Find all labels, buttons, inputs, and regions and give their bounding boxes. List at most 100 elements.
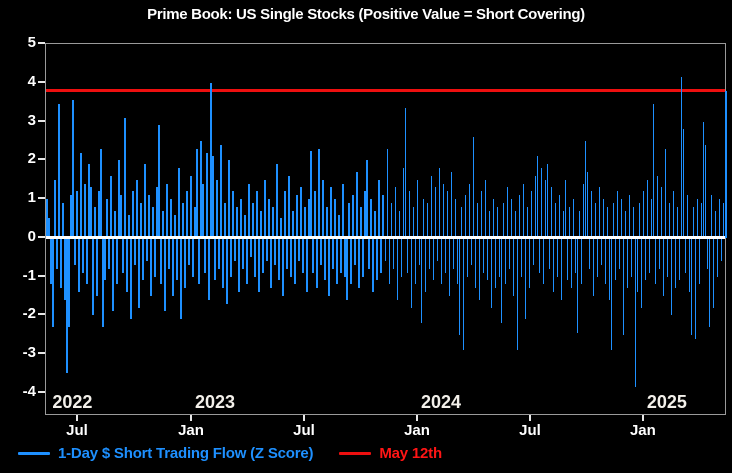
bar <box>460 206 463 238</box>
bar <box>246 237 248 285</box>
bar <box>476 202 479 238</box>
bar <box>652 104 655 238</box>
x-tick-label: Jul <box>519 422 541 439</box>
bar <box>228 160 230 238</box>
bar <box>182 202 184 238</box>
bar <box>210 82 212 238</box>
bar <box>354 237 356 265</box>
bar <box>340 237 342 273</box>
bar <box>160 237 162 285</box>
bar <box>336 237 338 285</box>
bar <box>640 237 643 308</box>
bar <box>544 179 547 238</box>
bar <box>498 237 501 277</box>
bar <box>725 90 727 238</box>
bar <box>644 237 647 281</box>
y-tick-label: 0 <box>27 227 36 245</box>
bar <box>500 237 503 323</box>
bar <box>296 195 298 238</box>
bar <box>64 237 66 300</box>
bar <box>110 175 112 238</box>
y-tick-mark <box>38 119 45 122</box>
bar <box>512 237 515 296</box>
bar <box>564 179 567 238</box>
bar <box>488 210 491 238</box>
bar <box>624 210 627 238</box>
y-tick-mark <box>38 158 45 161</box>
bar <box>216 179 218 238</box>
bar <box>470 237 473 265</box>
bar <box>280 218 282 238</box>
bar <box>510 199 513 238</box>
bar <box>236 206 238 238</box>
bar <box>618 237 621 269</box>
x-tick-mark <box>76 415 78 421</box>
bar <box>140 202 142 238</box>
bar <box>480 191 483 238</box>
bar <box>704 144 707 238</box>
bar <box>162 210 164 238</box>
bar <box>370 199 372 238</box>
x-tick-label: Jan <box>178 422 204 439</box>
bar <box>318 148 320 238</box>
bar <box>52 237 54 327</box>
bar <box>540 168 543 238</box>
bar <box>596 237 599 277</box>
bar <box>124 117 126 238</box>
bar <box>90 187 92 238</box>
bar <box>514 210 517 238</box>
bar <box>148 195 150 238</box>
bar <box>276 164 278 238</box>
bar <box>446 191 449 238</box>
bar <box>700 202 703 238</box>
legend: 1-Day $ Short Trading Flow (Z Score) May… <box>18 445 442 462</box>
bar <box>310 150 312 238</box>
bar <box>314 191 316 238</box>
bar <box>122 237 124 273</box>
bar <box>222 237 224 289</box>
bar <box>342 183 344 238</box>
bar <box>240 199 242 238</box>
bar <box>82 237 84 273</box>
bar <box>482 237 485 273</box>
bar <box>478 237 481 300</box>
bar <box>180 237 182 320</box>
bar <box>648 237 651 273</box>
bar <box>472 137 475 238</box>
bar <box>294 237 296 285</box>
bar <box>692 206 695 238</box>
x-tick-label: Jul <box>66 422 88 439</box>
bar <box>548 237 551 269</box>
bar <box>316 237 318 289</box>
bar <box>490 237 493 308</box>
bar <box>436 237 439 261</box>
legend-item-may12: May 12th <box>339 445 442 462</box>
bar <box>220 144 222 238</box>
bar <box>302 237 304 273</box>
bar <box>266 237 268 261</box>
bar <box>398 210 401 238</box>
bar <box>298 237 300 261</box>
bar <box>274 237 276 265</box>
year-label: 2024 <box>421 392 462 412</box>
bar <box>254 237 256 277</box>
bar <box>656 175 659 238</box>
bar <box>334 199 336 238</box>
bar <box>494 237 497 289</box>
bar <box>202 183 204 238</box>
y-tick-label: 2 <box>27 150 36 168</box>
y-tick-label: -2 <box>22 305 36 323</box>
bar <box>132 191 134 238</box>
bar <box>434 187 437 238</box>
bar <box>68 237 70 327</box>
y-tick-mark <box>38 352 45 354</box>
bar <box>206 152 208 238</box>
y-tick-mark <box>38 235 45 238</box>
bar <box>466 237 469 277</box>
may-12th-reference-line <box>46 89 725 92</box>
bar <box>284 191 286 238</box>
bar <box>452 237 455 269</box>
bar <box>464 195 467 238</box>
bar <box>710 195 713 238</box>
